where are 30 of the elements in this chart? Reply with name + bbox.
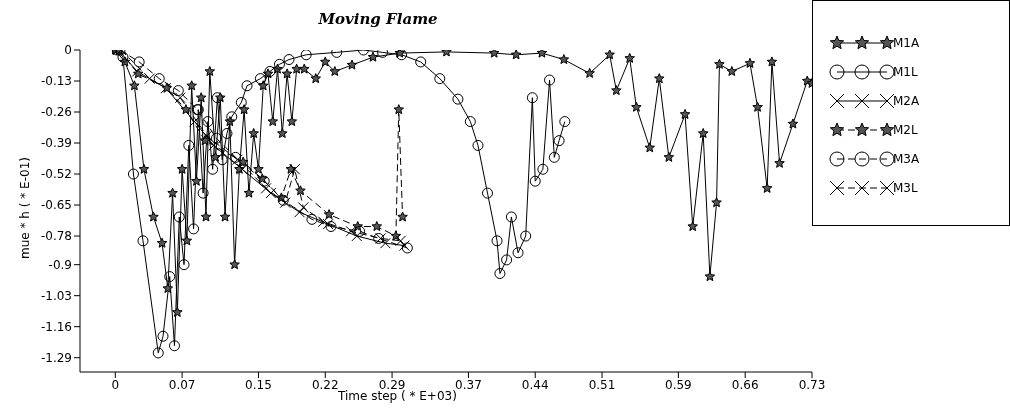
x-tick-label: 0.73 [798, 377, 826, 392]
legend-label: M2A [893, 94, 920, 108]
x-tick-label: 0.51 [588, 377, 616, 392]
y-tick-label: -0.13 [40, 74, 72, 89]
x-tick-label: 0.22 [311, 377, 339, 392]
x-tick-label: 0.07 [168, 377, 196, 392]
y-tick-label: -0.52 [40, 167, 72, 182]
x-tick-label: 0.37 [455, 377, 482, 392]
y-tick-label: -1.03 [40, 288, 72, 303]
x-tick-label: 0.66 [731, 377, 759, 392]
y-tick-label: -0.65 [40, 198, 72, 213]
y-tick-label: -0.39 [40, 136, 72, 151]
legend-label: M1L [893, 65, 918, 79]
chart-title: Moving Flame [317, 10, 439, 28]
x-tick-label: 0.59 [665, 377, 692, 392]
y-tick-label: -0.9 [48, 257, 72, 272]
legend-label: M1A [893, 36, 920, 50]
x-axis-title: Time step ( * E+03) [338, 389, 457, 403]
y-tick-label: -0.78 [40, 229, 72, 244]
x-tick-label: 0.15 [245, 377, 272, 392]
y-tick-label: 0 [64, 43, 72, 58]
y-tick-label: -1.29 [40, 350, 72, 365]
legend-label: M3A [893, 152, 920, 166]
x-tick-label: 0 [111, 377, 120, 392]
y-tick-label: -1.16 [40, 319, 72, 334]
x-tick-label: 0.44 [521, 377, 549, 392]
y-tick-label: -0.26 [40, 105, 72, 120]
legend-label: M3L [893, 181, 918, 195]
y-axis-title: mue * h ( * E-01) [18, 157, 32, 259]
legend-label: M2L [893, 123, 918, 137]
